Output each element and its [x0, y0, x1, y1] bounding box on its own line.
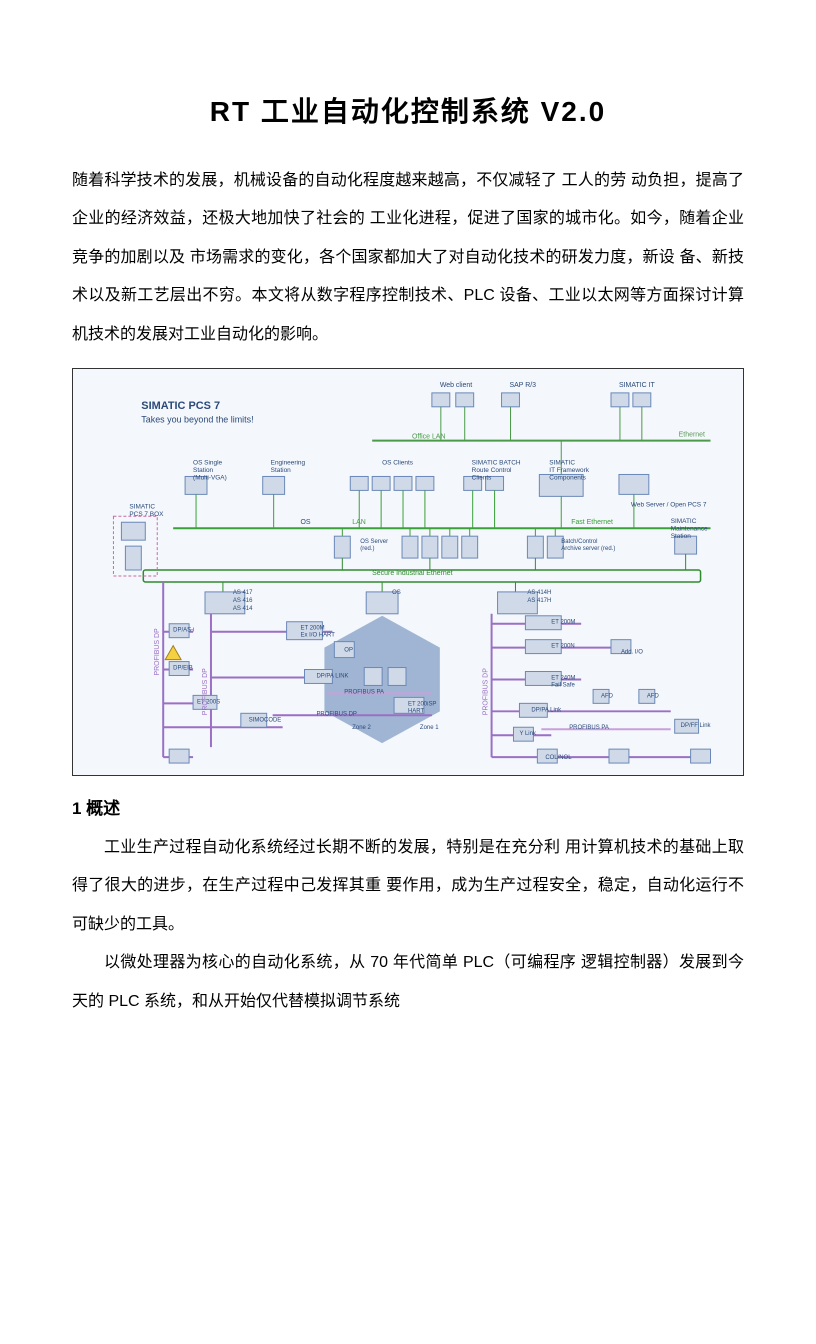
svg-text:HART: HART [408, 708, 424, 714]
svg-text:AS 414: AS 414 [233, 606, 253, 612]
svg-text:Batch/Control: Batch/Control [561, 539, 597, 545]
svg-text:AS 416: AS 416 [233, 598, 253, 604]
svg-text:AFD: AFD [647, 693, 660, 699]
svg-text:SAP R/3: SAP R/3 [509, 382, 536, 389]
svg-text:Archive server (red.): Archive server (red.) [561, 546, 615, 552]
svg-text:DP/PA LINK: DP/PA LINK [316, 673, 348, 679]
page-title: RT 工业自动化控制系统 V2.0 [72, 90, 744, 130]
svg-text:Add. I/O: Add. I/O [621, 650, 643, 656]
section-heading: 1 概述 [72, 794, 744, 819]
svg-text:Office LAN: Office LAN [412, 434, 446, 441]
svg-text:PROFIBUS PA: PROFIBUS PA [344, 689, 384, 695]
svg-text:LAN: LAN [352, 519, 366, 526]
section-para-2: 以微处理器为核心的自动化系统，从 70 年代简单 PLC（可编程序 逻辑控制器）… [72, 944, 744, 1021]
svg-text:Zone 2: Zone 2 [352, 725, 371, 731]
diagram-subtitle: Takes you beyond the limits! [141, 415, 253, 425]
svg-text:(red.): (red.) [360, 546, 374, 552]
svg-text:Clients: Clients [472, 474, 492, 481]
svg-text:SIMOCODE: SIMOCODE [249, 717, 282, 723]
svg-text:OP: OP [344, 648, 353, 654]
svg-text:ET 200M: ET 200M [551, 620, 575, 626]
svg-text:Engineering: Engineering [271, 459, 306, 466]
svg-text:Station: Station [671, 533, 692, 540]
svg-text:AFD: AFD [601, 693, 614, 699]
svg-text:AS 417H: AS 417H [527, 598, 551, 604]
svg-text:Route Control: Route Control [472, 467, 512, 474]
svg-text:SIMATIC: SIMATIC [671, 518, 697, 525]
svg-text:Zone 1: Zone 1 [420, 725, 439, 731]
diagram-svg: SIMATIC PCS 7 Takes you beyond the limit… [73, 369, 743, 775]
svg-text:Station: Station [271, 467, 292, 474]
svg-text:Y Link: Y Link [519, 731, 535, 737]
svg-text:ET 240M: ET 240M [551, 675, 575, 681]
intro-paragraph: 随着科学技术的发展，机械设备的自动化程度越来越高，不仅减轻了 工人的劳 动负担，… [72, 162, 744, 354]
svg-text:PCS 7 BOX: PCS 7 BOX [129, 511, 164, 518]
svg-text:Maintenance: Maintenance [671, 526, 708, 533]
svg-text:Ethernet: Ethernet [679, 432, 705, 439]
svg-text:PROFIBUS DP: PROFIBUS DP [154, 628, 161, 675]
svg-text:DP/EIB: DP/EIB [173, 665, 193, 671]
svg-text:ET 200iSP: ET 200iSP [408, 701, 436, 707]
svg-text:Fail Safe: Fail Safe [551, 682, 575, 688]
svg-text:ET 200M: ET 200M [301, 626, 325, 632]
svg-text:IT Framework: IT Framework [549, 467, 589, 474]
diagram-title: SIMATIC PCS 7 [141, 400, 220, 412]
svg-text:SIMATIC: SIMATIC [549, 459, 575, 466]
svg-text:Secure Industrial Ethernet: Secure Industrial Ethernet [372, 570, 452, 577]
svg-text:DP/FF Link: DP/FF Link [681, 723, 711, 729]
svg-text:Web Server / Open PCS 7: Web Server / Open PCS 7 [631, 501, 707, 508]
svg-text:Ex I/O HART: Ex I/O HART [301, 633, 336, 639]
svg-text:OS: OS [392, 590, 401, 596]
svg-text:OS Clients: OS Clients [382, 459, 413, 466]
svg-text:OS: OS [301, 519, 311, 526]
svg-text:SIMATIC BATCH: SIMATIC BATCH [472, 459, 521, 466]
svg-text:Components: Components [549, 474, 586, 481]
svg-text:ET 200N: ET 200N [551, 644, 574, 650]
svg-text:Fast Ethernet: Fast Ethernet [571, 519, 613, 526]
svg-text:DP/AS-i: DP/AS-i [173, 628, 194, 634]
svg-text:PROFIBUS DP: PROFIBUS DP [202, 668, 209, 715]
svg-text:DP/PA Link: DP/PA Link [531, 707, 561, 713]
section-para-1: 工业生产过程自动化系统经过长期不断的发展，特别是在充分利 用计算机技术的基础上取… [72, 829, 744, 944]
svg-text:AS 417: AS 417 [233, 590, 253, 596]
svg-text:(Multi-VGA): (Multi-VGA) [193, 474, 227, 481]
architecture-diagram: SIMATIC PCS 7 Takes you beyond the limit… [72, 368, 744, 776]
svg-text:PROFIBUS PA: PROFIBUS PA [569, 725, 609, 731]
svg-text:PROFIBUS DP: PROFIBUS DP [483, 668, 490, 715]
svg-text:OS Single: OS Single [193, 459, 222, 466]
svg-text:AS 414H: AS 414H [527, 590, 551, 596]
svg-text:OS Server: OS Server [360, 539, 388, 545]
svg-text:SIMATIC IT: SIMATIC IT [619, 382, 656, 389]
svg-text:SIMATIC: SIMATIC [129, 503, 155, 510]
svg-text:Station: Station [193, 467, 214, 474]
svg-text:PROFIBUS DP: PROFIBUS DP [316, 711, 356, 717]
svg-text:COL/NOL: COL/NOL [545, 755, 572, 761]
svg-text:Web client: Web client [440, 382, 472, 389]
